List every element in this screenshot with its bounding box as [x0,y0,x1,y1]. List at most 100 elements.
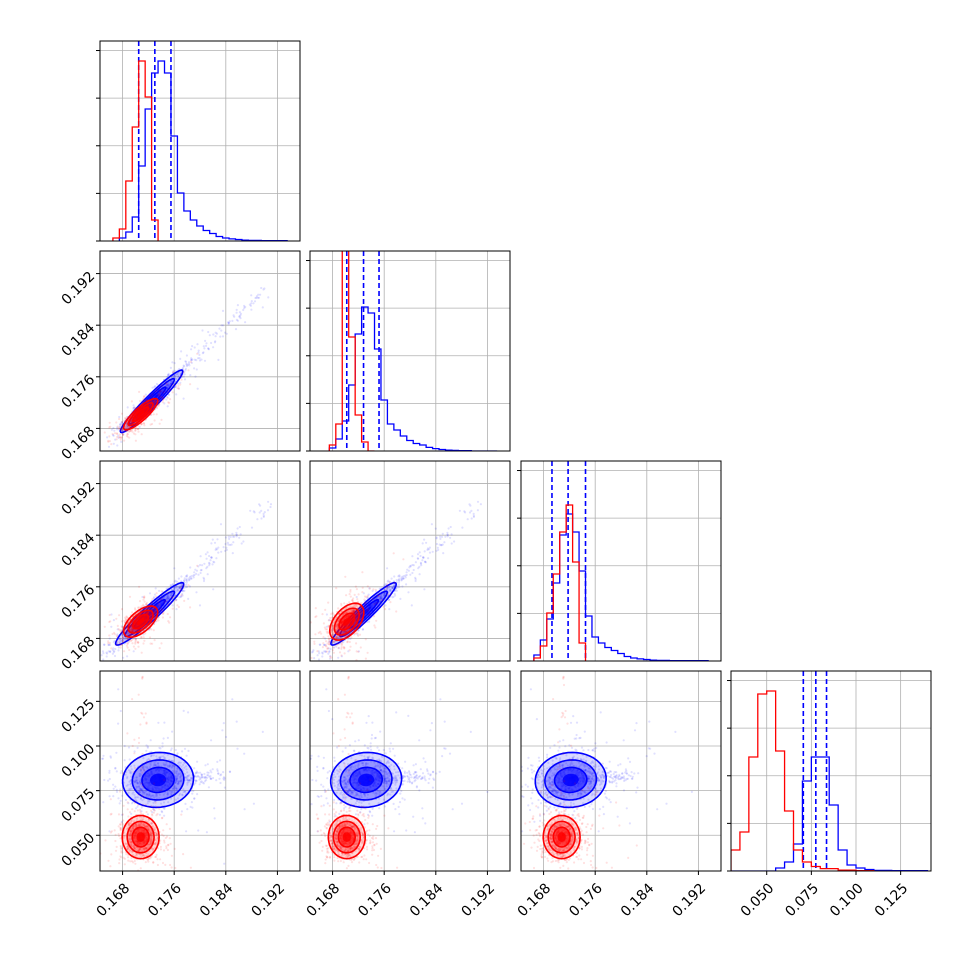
scatter-point [131,421,134,424]
scatter-point [227,543,230,546]
scatter-point [160,608,163,611]
scatter-point [134,427,137,430]
scatter-point [130,627,133,630]
scatter-point [158,393,161,396]
scatter-point [232,314,235,317]
scatter-point [117,434,120,437]
scatter-point [125,637,128,640]
scatter-point [117,628,120,631]
scatter-point [150,395,153,398]
scatter-point [169,366,172,369]
scatter-point [131,627,134,631]
scatter-point [411,571,414,575]
scatter-point [167,383,170,386]
scatter-point [382,593,385,597]
scatter-point [111,652,114,655]
scatter-point [367,593,370,596]
scatter-point [405,573,408,577]
scatter-point [337,646,340,650]
scatter-point [136,640,139,644]
scatter-point [379,596,383,599]
scatter-point [144,393,147,396]
scatter-point [202,576,205,579]
scatter-point [379,598,382,601]
scatter-point [379,595,382,598]
histogram-series-1 [112,60,159,241]
scatter-point [126,637,129,640]
scatter-point [397,583,401,586]
scatter-point [109,620,112,623]
scatter-point [389,588,392,591]
scatter-point [153,385,156,389]
scatter-point [400,579,403,582]
scatter-point [121,424,124,427]
panel-background [521,461,721,661]
scatter-point [388,581,391,584]
scatter-point [143,395,146,398]
scatter-point [126,433,129,436]
scatter-point [153,402,156,405]
scatter-point [349,637,352,640]
scatter-point [119,438,122,441]
scatter-point [361,628,364,631]
scatter-point [131,628,134,631]
scatter-point [151,597,154,601]
scatter-point [179,586,182,590]
scatter-point [395,610,398,613]
scatter-point [388,580,391,583]
scatter-point [166,405,169,408]
scatter-point [103,643,106,646]
scatter-point [148,394,151,397]
scatter-point [158,395,161,398]
scatter-point [180,583,183,586]
scatter-point [378,595,381,599]
scatter-point [195,572,198,576]
scatter-point [238,315,241,318]
scatter-point [158,394,161,397]
scatter-point [113,639,116,642]
scatter-point [198,353,201,356]
scatter-point [189,374,192,377]
scatter-point [118,638,121,641]
scatter-point [391,586,394,590]
scatter-point [199,563,202,567]
scatter-point [121,433,124,436]
scatter-point [125,430,128,433]
scatter-point [129,634,132,637]
scatter-point [129,624,132,628]
scatter-point [392,595,395,598]
scatter-point [137,427,140,430]
scatter-point [114,438,117,441]
scatter-point [136,427,139,430]
scatter-point [227,321,230,324]
scatter-point [439,537,442,541]
scatter-point [406,568,409,571]
scatter-point [182,397,185,400]
scatter-point [153,609,156,612]
scatter-point [205,342,208,345]
scatter-point [110,625,113,628]
scatter-point [143,611,147,615]
scatter-point [173,586,176,589]
scatter-point [176,604,179,607]
scatter-point [127,641,130,644]
scatter-point [130,422,133,425]
scatter-point [180,580,183,583]
density-fill-0 [144,394,159,409]
scatter-point [121,634,124,637]
scatter-point [182,590,185,593]
scatter-point [404,574,407,577]
scatter-point [225,332,228,335]
scatter-point [134,433,137,436]
scatter-point [175,598,178,601]
scatter-point [397,581,401,584]
scatter-point [166,612,169,616]
scatter-point [107,643,110,646]
scatter-point [110,428,113,431]
scatter-point [175,586,178,590]
scatter-point [119,629,122,632]
scatter-point [435,549,438,553]
scatter-point [130,420,133,423]
scatter-point [463,510,466,513]
scatter-point [404,576,407,579]
